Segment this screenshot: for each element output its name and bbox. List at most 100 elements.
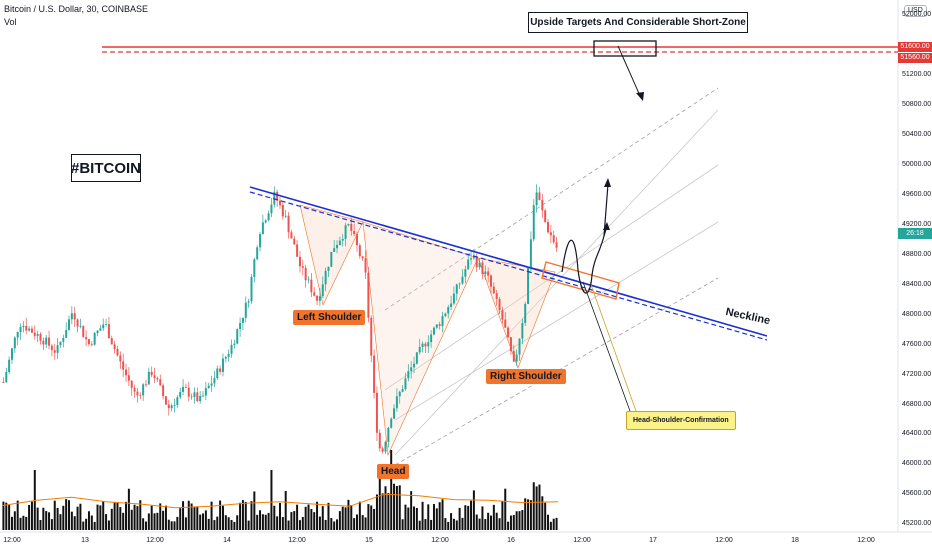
volume-bar xyxy=(261,514,264,530)
volume-bar xyxy=(62,505,65,530)
confirmation-label[interactable]: Head-Shoulder-Confirmation xyxy=(626,411,736,430)
candle-body xyxy=(418,346,421,353)
volume-bar xyxy=(421,501,424,530)
candle-body xyxy=(438,324,441,327)
volume-bar xyxy=(133,504,136,530)
bitcoin-title-box[interactable]: #BITCOIN xyxy=(71,154,141,182)
volume-bar xyxy=(298,520,301,530)
volume-bar xyxy=(53,500,56,530)
volume-bar xyxy=(22,515,25,530)
candle-body xyxy=(407,371,410,379)
volume-bar xyxy=(461,517,464,530)
candle-body xyxy=(324,270,327,285)
neckline-dashed[interactable] xyxy=(249,191,768,341)
volume-bar xyxy=(25,516,28,530)
volume-bar xyxy=(119,507,122,530)
volume-bar xyxy=(130,509,133,530)
candle-body xyxy=(224,356,227,359)
volume-bar xyxy=(90,515,93,530)
candle-body xyxy=(296,244,299,257)
candle-body xyxy=(427,342,430,347)
price-tick-label: 47200.00 xyxy=(902,370,932,378)
time-tick-label: 12:00 xyxy=(3,537,21,544)
volume-bar xyxy=(430,519,433,530)
time-tick-label: 12:00 xyxy=(573,537,591,544)
candle-body xyxy=(233,343,236,345)
volume-bar xyxy=(438,502,441,530)
candle-body xyxy=(33,332,36,336)
candle-body xyxy=(36,334,39,336)
volume-bar xyxy=(378,478,381,530)
volume-bar xyxy=(39,520,42,530)
left-shoulder-label[interactable]: Left Shoulder xyxy=(293,310,366,325)
volume-bar xyxy=(68,500,71,530)
volume-bar xyxy=(527,499,530,530)
candle-body xyxy=(96,330,99,334)
volume-bar xyxy=(19,517,22,530)
candle-body xyxy=(430,334,433,343)
candle-body xyxy=(495,293,498,299)
volume-bar xyxy=(304,506,307,530)
candle-body xyxy=(13,337,16,349)
candle-body xyxy=(8,359,11,372)
candle-body xyxy=(199,395,202,402)
current-price-tag-bg xyxy=(898,228,932,239)
candle-body xyxy=(207,385,210,389)
confirmation-zone[interactable] xyxy=(541,261,620,300)
volume-bar xyxy=(330,517,333,530)
target-tag-lower-bg xyxy=(898,53,932,63)
candle-body xyxy=(65,330,68,338)
candle-body xyxy=(48,337,51,346)
volume-bar xyxy=(373,508,376,530)
volume-bar xyxy=(213,520,216,530)
volume-bar xyxy=(307,504,310,530)
price-tick-label: 51200.00 xyxy=(902,71,932,79)
candle-body xyxy=(318,296,321,301)
volume-bar xyxy=(418,520,421,530)
channel-line-upper-mid xyxy=(384,164,719,391)
symbol-title[interactable]: Bitcoin / U.S. Dollar, 30, COINBASE xyxy=(4,4,149,14)
volume-bar xyxy=(30,501,33,530)
right-shoulder-label[interactable]: Right Shoulder xyxy=(486,369,566,384)
candle-body xyxy=(239,323,242,330)
volume-bar xyxy=(139,500,142,530)
head-label[interactable]: Head xyxy=(377,464,410,479)
candle-body xyxy=(281,205,284,217)
target-arrow xyxy=(617,45,642,99)
candle-body xyxy=(535,192,538,206)
volume-bar xyxy=(250,501,253,530)
candle-body xyxy=(221,358,224,372)
candle-body xyxy=(527,267,530,304)
volume-bar xyxy=(96,504,99,530)
volume-bar xyxy=(347,499,350,530)
volume-bar xyxy=(341,506,344,530)
currency-badge[interactable]: USD xyxy=(904,5,927,17)
volume-bar xyxy=(555,517,558,530)
projected-path xyxy=(561,235,605,294)
candle-body xyxy=(421,343,424,347)
target-zone-box[interactable] xyxy=(593,40,657,57)
candle-body xyxy=(384,441,387,452)
candle-body xyxy=(279,200,281,206)
candle-body xyxy=(498,298,501,311)
targets-title-box[interactable]: Upside Targets And Considerable Short-Zo… xyxy=(528,12,748,33)
candle-body xyxy=(107,324,110,339)
candle-body xyxy=(298,256,301,267)
time-tick-label: 12:00 xyxy=(431,537,449,544)
volume-bar xyxy=(170,521,173,530)
volume-indicator-label[interactable]: Vol xyxy=(4,17,17,27)
candle-body xyxy=(247,301,250,303)
price-tick-label: 50400.00 xyxy=(902,131,932,139)
candle-body xyxy=(313,292,316,296)
candle-body xyxy=(333,248,336,252)
volume-bar xyxy=(202,513,205,530)
volume-bar xyxy=(116,502,119,530)
candle-body xyxy=(284,215,287,217)
neckline-solid[interactable] xyxy=(249,186,768,337)
volume-bar xyxy=(256,514,259,530)
volume-bar xyxy=(105,514,108,530)
time-tick-label: 15 xyxy=(365,537,373,544)
candle-body xyxy=(70,313,73,320)
candle-body xyxy=(398,391,401,397)
